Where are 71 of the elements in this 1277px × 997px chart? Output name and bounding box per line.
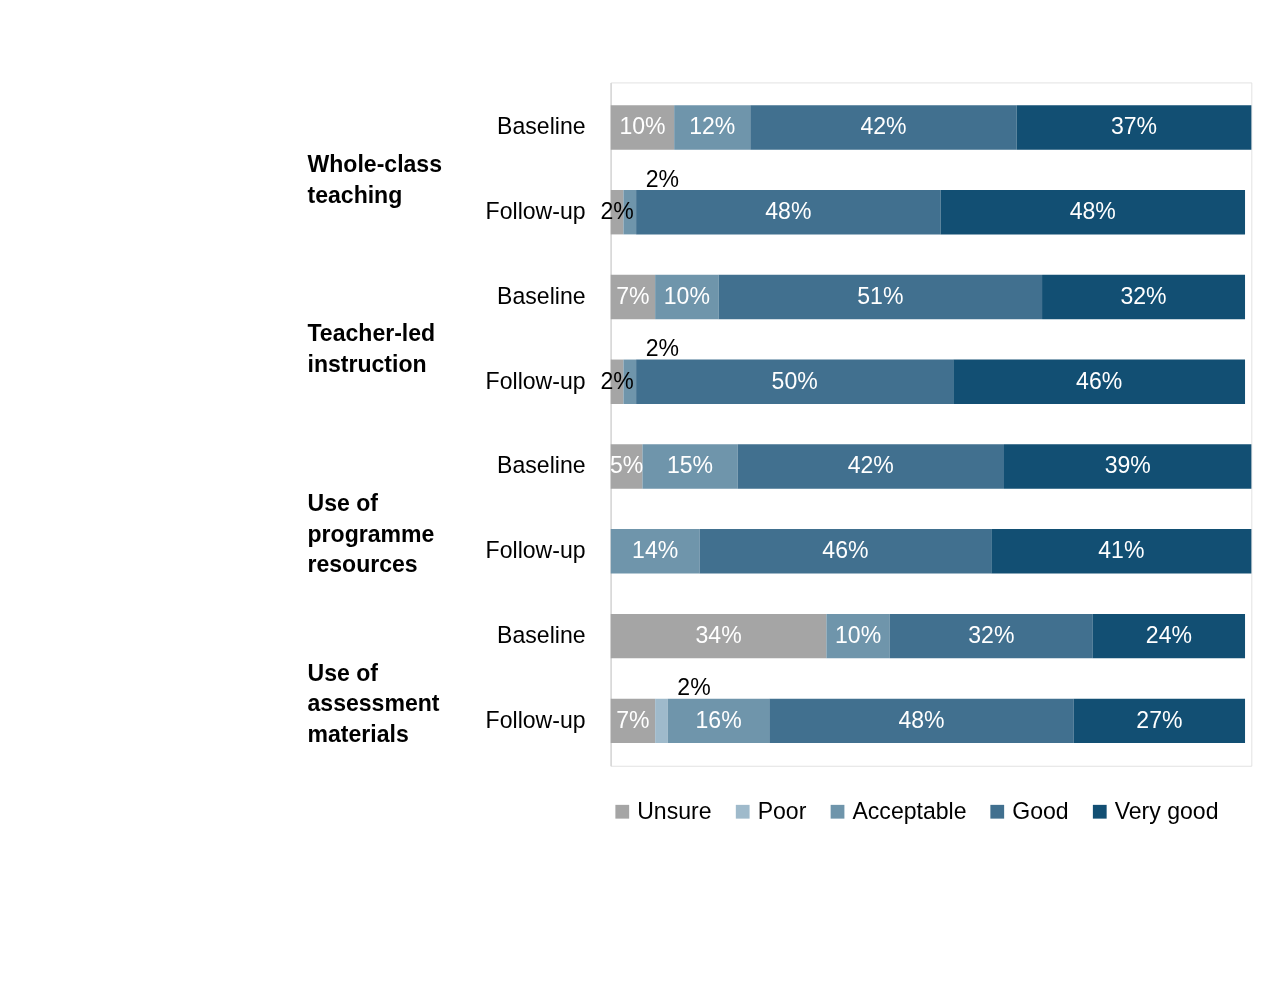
data-label: 15%	[666, 452, 714, 479]
data-label: 39%	[1104, 452, 1151, 479]
data-label: 7%	[616, 282, 650, 309]
bar	[610, 613, 827, 659]
bar	[636, 189, 941, 235]
data-label: 50%	[771, 367, 818, 394]
data-label: 2%	[677, 674, 711, 701]
data-label: 2%	[645, 335, 679, 362]
bar	[991, 529, 1252, 574]
bar	[940, 189, 1246, 235]
y-tick-label: Baseline	[497, 452, 586, 479]
bar	[642, 444, 738, 489]
bar	[769, 698, 1074, 744]
bar	[610, 529, 700, 574]
y-tick-label: Follow-up	[485, 706, 586, 733]
data-label: 12%	[689, 113, 736, 140]
data-label: 2%	[600, 367, 634, 394]
y-tick-label: Follow-up	[485, 198, 586, 225]
bar	[889, 613, 1093, 659]
legend-label: Very good	[1114, 797, 1219, 824]
legend-label: Acceptable	[852, 797, 967, 824]
y-tick-label: Baseline	[497, 113, 586, 140]
data-label: 24%	[1145, 621, 1192, 648]
bar	[750, 105, 1017, 150]
data-label: 16%	[695, 706, 742, 733]
text: Use of programme resources	[307, 489, 435, 578]
bar	[1092, 613, 1246, 659]
data-label: 32%	[1120, 282, 1167, 309]
y-tick-label: Baseline	[497, 282, 586, 309]
bar	[1042, 274, 1246, 320]
data-label: 46%	[1076, 367, 1123, 394]
text: Teacher-led instruction	[307, 320, 436, 378]
data-label: 46%	[822, 537, 869, 564]
data-label: 32%	[968, 621, 1015, 648]
data-label: 37%	[1110, 113, 1158, 140]
bar	[737, 444, 1004, 489]
data-label: 42%	[860, 113, 907, 140]
bar	[718, 274, 1043, 320]
text: Use of assessment materials	[307, 659, 440, 748]
data-label: 41%	[1098, 537, 1145, 564]
data-label: 34%	[695, 621, 742, 648]
bar	[953, 359, 1246, 404]
bar	[655, 698, 668, 744]
data-label: 10%	[835, 621, 882, 648]
bar	[699, 529, 992, 574]
bar	[1073, 698, 1246, 744]
y-tick-label: Follow-up	[485, 367, 586, 394]
data-label: 48%	[765, 198, 812, 225]
text: Whole-class teaching	[307, 150, 442, 208]
data-label: 10%	[619, 113, 666, 140]
legend-label: Good	[1012, 797, 1069, 824]
data-label: 7%	[616, 706, 650, 733]
bar	[1004, 444, 1252, 489]
data-label: 48%	[1069, 198, 1116, 225]
data-label: 51%	[857, 282, 904, 309]
data-label: 10%	[663, 282, 710, 309]
bar	[636, 359, 954, 404]
data-label: 48%	[898, 706, 945, 733]
data-label: 2%	[600, 198, 634, 225]
data-label: 27%	[1136, 706, 1183, 733]
bar	[674, 105, 751, 150]
bar	[1016, 105, 1252, 150]
y-tick-label: Follow-up	[485, 537, 586, 564]
legend-label: Poor	[757, 797, 807, 824]
data-label: 14%	[632, 537, 679, 564]
data-label: 42%	[847, 452, 894, 479]
bar	[667, 698, 770, 744]
data-label: 2%	[645, 165, 679, 192]
y-tick-label: Baseline	[497, 621, 586, 648]
legend-label: Unsure	[637, 797, 712, 824]
data-label: 5%	[609, 452, 644, 479]
